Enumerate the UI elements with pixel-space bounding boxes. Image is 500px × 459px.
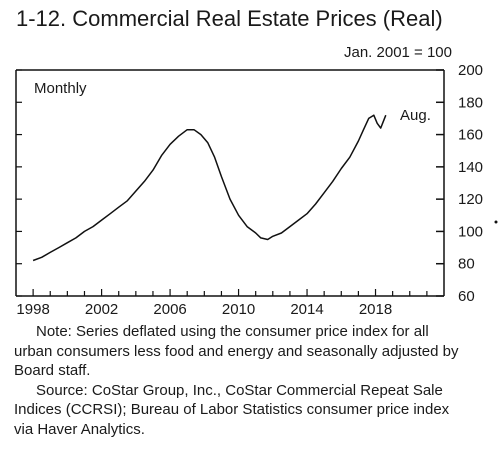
note-text: Note: Series deflated using the consumer… [14,323,459,379]
data-point [213,156,215,158]
data-point [109,212,111,214]
data-point [314,203,316,205]
line-chart: 60 80 100 120 140 160 180 200 1998 2002 2006 2010 20… [15,62,498,318]
data-point [376,122,378,124]
data-point [260,237,262,239]
data-point [169,143,171,145]
data-point [373,114,375,116]
y-tick-label: 120 [458,191,483,208]
data-point [349,156,351,158]
chart-title: 1-12. Commercial Real Estate Prices (Rea… [16,6,443,31]
data-point [143,180,145,182]
series-line [32,114,387,262]
y-tick-label: 180 [458,94,483,111]
data-point [254,232,256,234]
data-point [340,167,342,169]
x-tick-label: 2014 [290,301,323,318]
data-point [135,190,137,192]
y-tick-label: 60 [458,288,475,305]
data-point [186,129,188,131]
y-tick-label: 140 [458,159,483,176]
data-point [367,117,369,119]
y-tick-label: 160 [458,127,483,144]
frequency-label: Monthly [34,80,87,97]
notes-block: Note: Series deflated using the consumer… [14,322,464,439]
data-point [193,129,195,131]
x-tick-label: 1998 [16,301,49,318]
y-tick-label: 200 [458,62,483,79]
units-note: Jan. 2001 = 100 [343,44,452,61]
end-point-label: Aug. [400,107,431,124]
x-tick-label: 2006 [153,301,186,318]
data-point [152,169,154,171]
data-point [66,242,68,244]
data-point [58,246,60,248]
data-point [362,129,364,131]
data-point [220,175,222,177]
data-point [118,206,120,208]
data-point [289,225,291,227]
data-point [160,154,162,156]
data-point [297,219,299,221]
data-point [75,237,77,239]
data-point [207,141,209,143]
data-point [49,251,51,253]
data-point [40,256,42,258]
data-point [266,238,268,240]
data-point [246,225,248,227]
plot-frame [15,69,445,297]
data-point [200,133,202,135]
data-point [100,219,102,221]
data-point [83,230,85,232]
data-point [177,135,179,137]
source-text: Source: CoStar Group, Inc., CoStar Comme… [14,381,450,438]
data-point [379,127,381,129]
data-point [306,212,308,214]
data-point [332,180,334,182]
data-point [126,200,128,202]
data-point [280,232,282,234]
data-point [357,140,359,142]
data-point [32,259,34,261]
data-point [229,198,231,200]
x-tick-label: 2002 [85,301,118,318]
y-tick-label: 80 [458,256,475,273]
x-tick-label: 2010 [222,301,255,318]
data-point [272,235,274,237]
data-point [323,191,325,193]
x-tick-label: 2018 [359,301,392,318]
data-point [237,214,239,216]
data-point [385,114,387,116]
y-tick-label: 100 [458,223,483,240]
data-point [92,225,94,227]
edge-marker-dot [494,220,498,224]
